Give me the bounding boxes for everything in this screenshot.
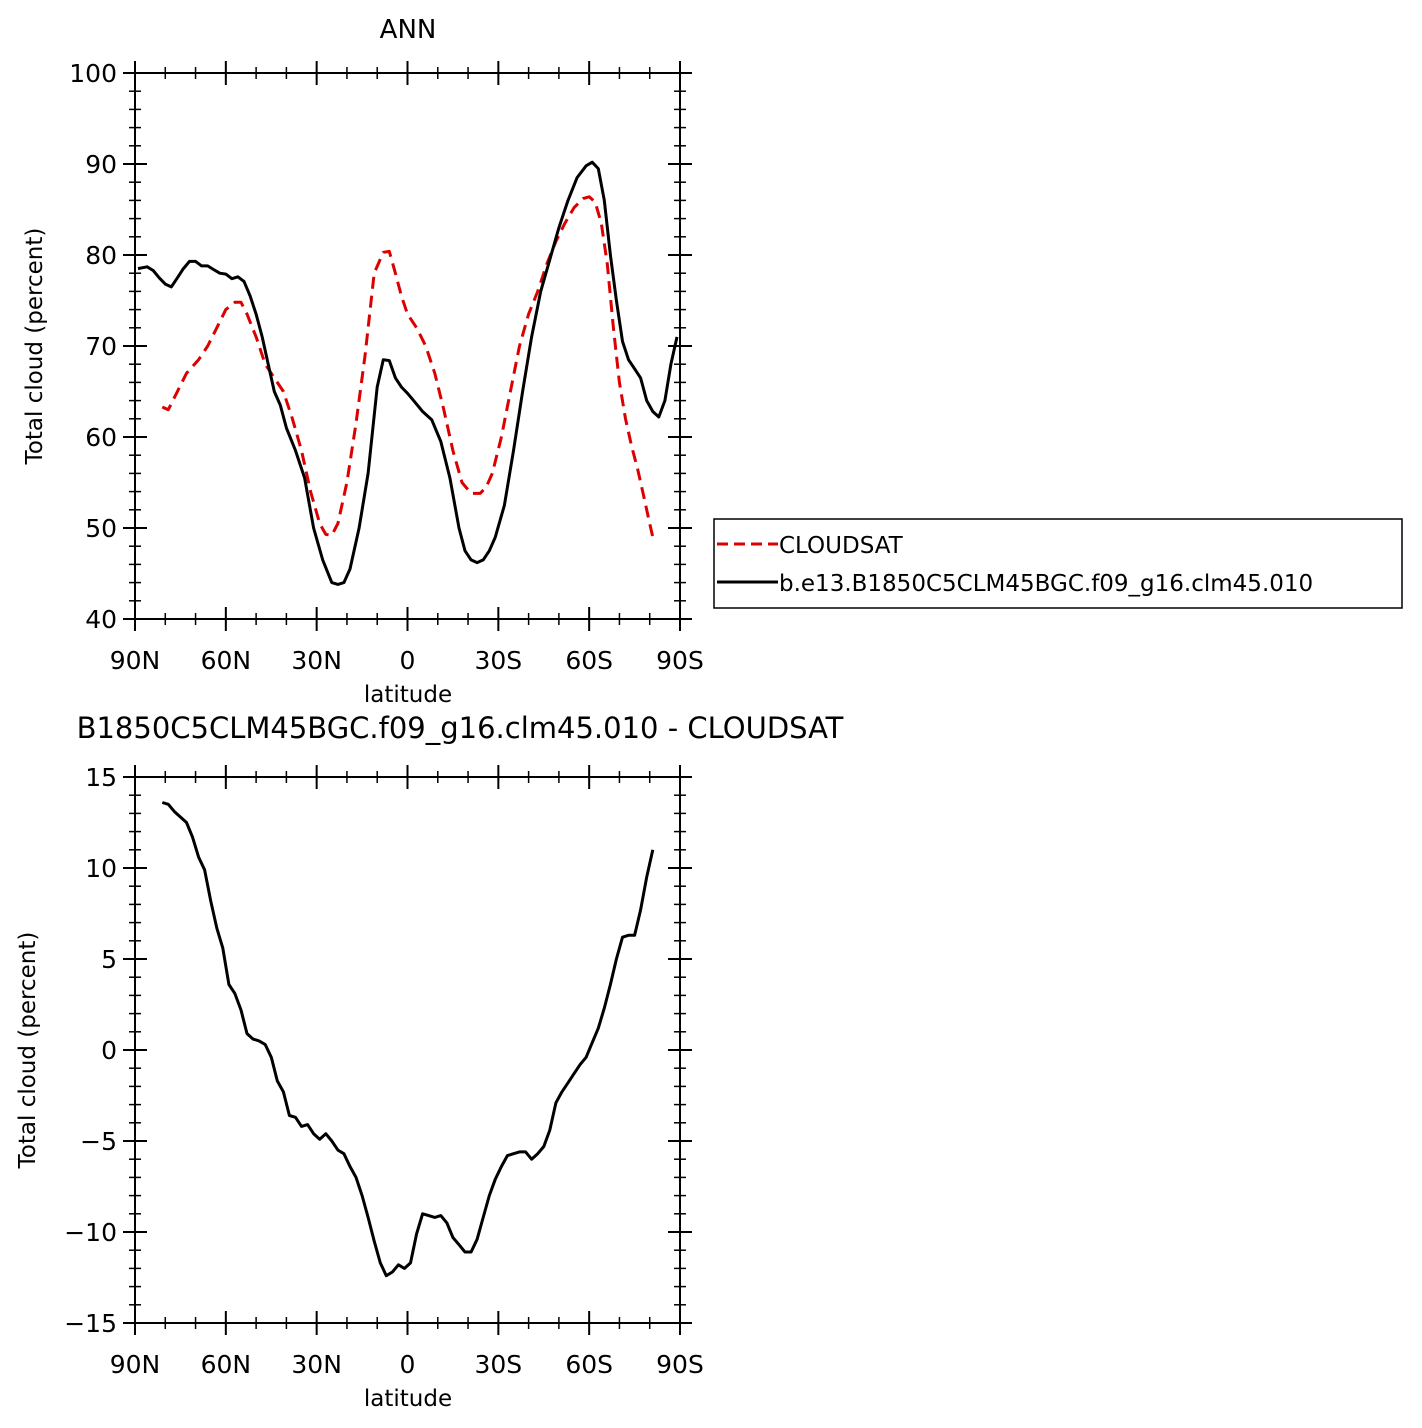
y-tick-label: 60 — [85, 423, 117, 452]
bottom-panel-y-tick-labels: −15 −10 −5 0 5 10 15 — [64, 763, 117, 1338]
top-panel-series — [137, 160, 679, 586]
bottom-panel-tick-marks — [123, 765, 692, 1335]
legend-label-cloudsat: CLOUDSAT — [779, 533, 904, 559]
bottom-panel-x-axis-label: latitude — [364, 1386, 452, 1412]
top-panel-x-axis-label: latitude — [364, 682, 452, 708]
x-tick-label: 60N — [201, 1350, 252, 1379]
x-tick-label: 60S — [565, 1350, 613, 1379]
top-panel-plot-frame — [134, 72, 681, 620]
x-tick-label: 90N — [110, 646, 161, 675]
top-panel-y-tick-labels: 40 50 60 70 80 90 100 — [69, 59, 117, 634]
legend-box — [713, 518, 1403, 609]
bottom-panel-plot-frame — [134, 776, 681, 1324]
x-tick-label: 60S — [565, 646, 613, 675]
y-tick-label: −5 — [80, 1127, 117, 1156]
x-tick-label: 90S — [656, 1350, 704, 1379]
y-tick-label: 15 — [85, 763, 117, 792]
y-tick-label: 50 — [85, 514, 117, 543]
x-tick-label: 30N — [291, 646, 342, 675]
x-tick-label: 30S — [474, 1350, 522, 1379]
y-tick-label: 100 — [69, 59, 117, 88]
legend: CLOUDSAT b.e13.B1850C5CLM45BGC.f09_g16.c… — [713, 518, 1403, 609]
y-tick-label: 70 — [85, 332, 117, 361]
y-tick-label: −15 — [64, 1309, 117, 1338]
y-tick-label: 90 — [85, 150, 117, 179]
y-tick-label: 0 — [101, 1036, 117, 1065]
bottom-panel-series — [161, 801, 655, 1278]
y-tick-label: 5 — [101, 945, 117, 974]
y-tick-label: −10 — [64, 1218, 117, 1247]
bottom-panel: B1850C5CLM45BGC.f09_g16.clm45.010 - CLOU… — [15, 711, 844, 1412]
series-line-b-e13-b1850c5clm45bgc-f09-g16-clm45-010 — [137, 160, 679, 586]
x-tick-label: 30N — [291, 1350, 342, 1379]
y-tick-label: 10 — [85, 854, 117, 883]
top-panel-x-tick-labels: 90N 60N 30N 0 30S 60S 90S — [110, 646, 704, 675]
x-tick-label: 30S — [474, 646, 522, 675]
x-tick-label: 90S — [656, 646, 704, 675]
series-line-difference — [161, 801, 655, 1278]
top-panel-y-axis-label: Total cloud (percent) — [22, 228, 48, 466]
x-tick-label: 90N — [110, 1350, 161, 1379]
top-panel-tick-marks — [123, 61, 692, 631]
x-tick-label: 0 — [400, 1350, 416, 1379]
bottom-panel-y-axis-label: Total cloud (percent) — [15, 932, 41, 1170]
legend-label-model: b.e13.B1850C5CLM45BGC.f09_g16.clm45.010 — [779, 571, 1313, 597]
series-line-cloudsat — [161, 195, 655, 538]
y-tick-label: 80 — [85, 241, 117, 270]
bottom-panel-x-tick-labels: 90N 60N 30N 0 30S 60S 90S — [110, 1350, 704, 1379]
top-panel-title: ANN — [380, 15, 437, 45]
y-tick-label: 40 — [85, 605, 117, 634]
x-tick-label: 0 — [400, 646, 416, 675]
x-tick-label: 60N — [201, 646, 252, 675]
bottom-panel-title: B1850C5CLM45BGC.f09_g16.clm45.010 - CLOU… — [77, 711, 844, 745]
